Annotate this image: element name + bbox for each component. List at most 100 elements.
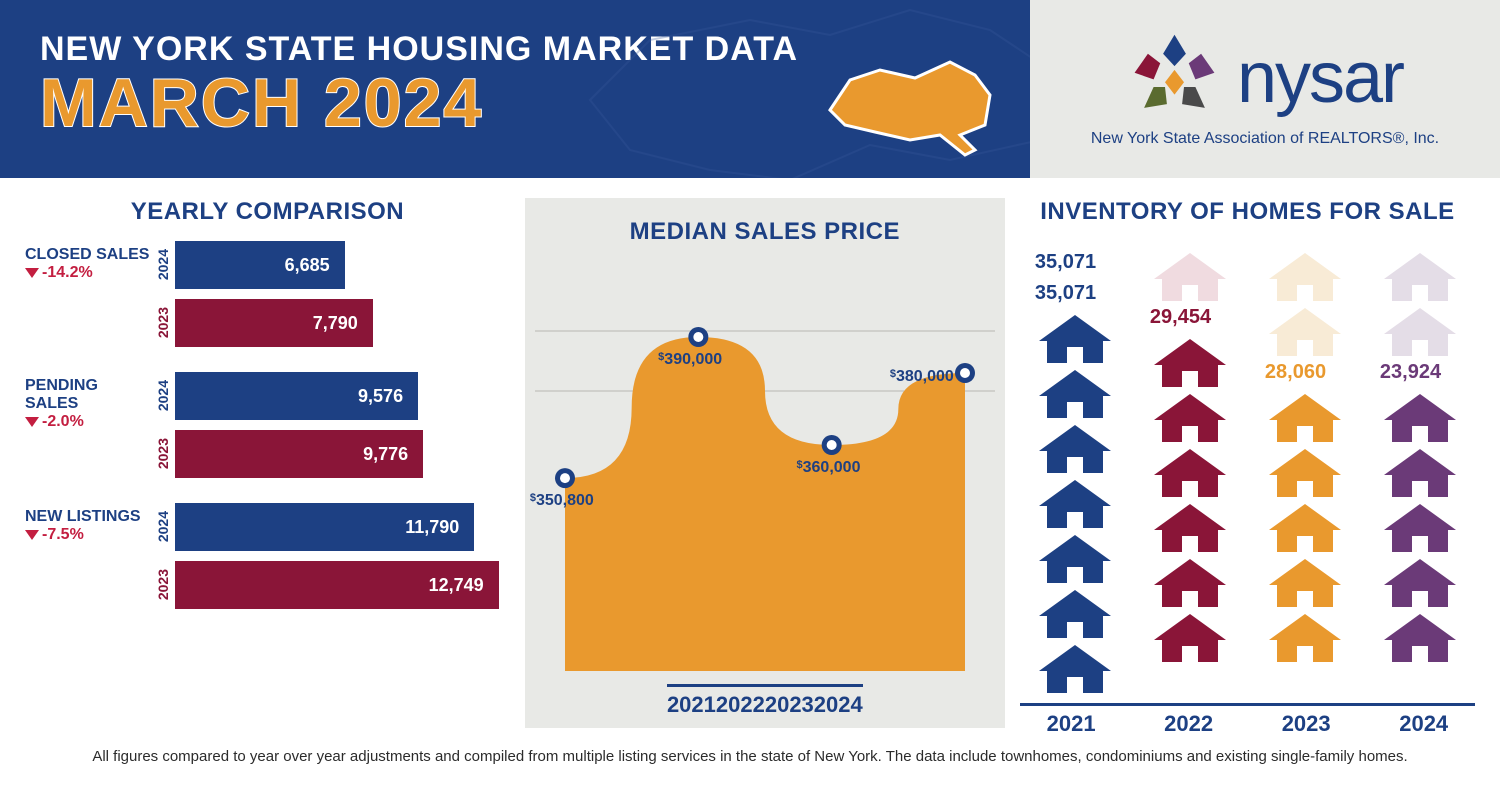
bar-2024: 6,685 [175, 241, 345, 289]
house-icon [1265, 392, 1345, 444]
house-icon [1380, 447, 1460, 499]
price-point-label: $350,800 [530, 492, 594, 510]
logo-panel: nysar New York State Association of REAL… [1030, 0, 1500, 178]
metric-change: -7.5% [25, 526, 155, 544]
inventory-year-label: 2023 [1256, 711, 1356, 737]
price-point-label: $380,000 [890, 368, 954, 386]
bar-row-2023: 2023 9,776 [155, 430, 510, 478]
bar-row-2023: 2023 12,749 [155, 561, 510, 609]
metric-name: PENDING SALES [25, 377, 155, 413]
footnote: All figures compared to year over year a… [0, 738, 1500, 775]
house-icon [1265, 447, 1345, 499]
logo-subtitle: New York State Association of REALTORS®,… [1091, 130, 1439, 148]
bars-block: 2024 6,685 2023 7,790 [155, 241, 510, 347]
house-icon [1150, 502, 1230, 554]
median-year-label: 2022 [716, 692, 765, 718]
inventory-value: 28,060 [1265, 361, 1345, 384]
inventory-stack: 29,454 [1150, 251, 1230, 664]
header: NEW YORK STATE HOUSING MARKET DATA MARCH… [0, 0, 1500, 178]
house-icon [1150, 557, 1230, 609]
house-icon [1035, 588, 1115, 640]
bar-row-2024: 2024 6,685 [155, 241, 510, 289]
inventory-panel: INVENTORY OF HOMES FOR SALE 35,07135,071… [1020, 198, 1475, 728]
house-icon [1380, 251, 1460, 303]
house-icon [1380, 306, 1460, 358]
inventory-value: 23,924 [1380, 361, 1460, 384]
house-icon [1265, 502, 1345, 554]
median-year-label: 2024 [814, 692, 863, 718]
inventory-value: 29,454 [1150, 306, 1230, 329]
house-icon [1035, 368, 1115, 420]
bar-year-label: 2023 [155, 438, 175, 469]
metric-label: CLOSED SALES -14.2% [25, 241, 155, 282]
inventory-column: 23,924 [1370, 251, 1470, 695]
nysar-logo-icon [1127, 30, 1222, 125]
yearly-metrics: CLOSED SALES -14.2% 2024 6,685 2023 7,79… [25, 241, 510, 634]
bar-year-label: 2024 [155, 380, 175, 411]
median-years-axis: 2021202220232024 [667, 684, 863, 718]
house-icon [1380, 502, 1460, 554]
logo-text: nysar [1237, 37, 1403, 119]
median-title: MEDIAN SALES PRICE [630, 218, 900, 246]
main-content: YEARLY COMPARISON CLOSED SALES -14.2% 20… [0, 178, 1500, 738]
bar-2024: 11,790 [175, 503, 474, 551]
inventory-column: 35,071 35,071 [1025, 251, 1125, 695]
metric-label: NEW LISTINGS -7.5% [25, 503, 155, 544]
bar-row-2023: 2023 7,790 [155, 299, 510, 347]
header-banner: NEW YORK STATE HOUSING MARKET DATA MARCH… [0, 0, 1030, 178]
house-icon [1035, 533, 1115, 585]
house-icon [1150, 612, 1230, 664]
bar-year-label: 2024 [155, 249, 175, 280]
house-icon [1035, 313, 1115, 365]
bar-2024: 9,576 [175, 372, 418, 420]
yearly-comparison-panel: YEARLY COMPARISON CLOSED SALES -14.2% 20… [25, 198, 510, 728]
house-icon [1035, 643, 1115, 695]
bars-block: 2024 9,576 2023 9,776 [155, 372, 510, 478]
house-icon [1265, 612, 1345, 664]
bars-block: 2024 11,790 2023 12,749 [155, 503, 510, 609]
bar-row-2024: 2024 11,790 [155, 503, 510, 551]
bar-year-label: 2023 [155, 569, 175, 600]
inventory-value: 35,071 [1035, 251, 1115, 274]
price-point-label: $390,000 [658, 351, 722, 369]
bar-row-2024: 2024 9,576 [155, 372, 510, 420]
median-area-chart: $350,800$390,000$360,000$380,000 [535, 271, 995, 676]
metric-label: PENDING SALES -2.0% [25, 372, 155, 431]
inventory-stack: 23,924 [1380, 251, 1460, 664]
metric-name: NEW LISTINGS [25, 508, 155, 526]
house-icon [1380, 557, 1460, 609]
inventory-year-label: 2024 [1374, 711, 1474, 737]
yearly-title: YEARLY COMPARISON [131, 198, 404, 226]
house-icon [1265, 306, 1345, 358]
down-arrow-icon [25, 530, 39, 540]
house-icon [1150, 251, 1230, 303]
house-icon [1035, 478, 1115, 530]
inventory-years-axis: 2021202220232024 [1020, 703, 1475, 737]
inventory-value: 35,071 [1035, 282, 1115, 305]
bar-2023: 9,776 [175, 430, 423, 478]
metric-group: NEW LISTINGS -7.5% 2024 11,790 2023 12,7… [25, 503, 510, 609]
house-icon [1380, 392, 1460, 444]
bar-year-label: 2023 [155, 307, 175, 338]
inventory-column: 28,060 [1255, 251, 1355, 695]
bar-year-label: 2024 [155, 511, 175, 542]
median-price-panel: MEDIAN SALES PRICE $350,800 $390,000 $360,… [525, 198, 1005, 728]
inventory-column: 29,454 [1140, 251, 1240, 695]
area-chart-svg [535, 271, 995, 671]
house-icon [1150, 447, 1230, 499]
house-icon [1035, 423, 1115, 475]
house-icon [1265, 251, 1345, 303]
down-arrow-icon [25, 268, 39, 278]
house-icon [1150, 392, 1230, 444]
inventory-year-label: 2021 [1021, 711, 1121, 737]
bar-2023: 7,790 [175, 299, 373, 347]
down-arrow-icon [25, 417, 39, 427]
metric-group: PENDING SALES -2.0% 2024 9,576 2023 9,77… [25, 372, 510, 478]
median-year-label: 2021 [667, 692, 716, 718]
price-point-label: $360,000 [797, 459, 861, 477]
metric-name: CLOSED SALES [25, 246, 155, 264]
house-icon [1150, 337, 1230, 389]
metric-change: -14.2% [25, 264, 155, 282]
inventory-title: INVENTORY OF HOMES FOR SALE [1040, 198, 1454, 226]
house-icon [1265, 557, 1345, 609]
